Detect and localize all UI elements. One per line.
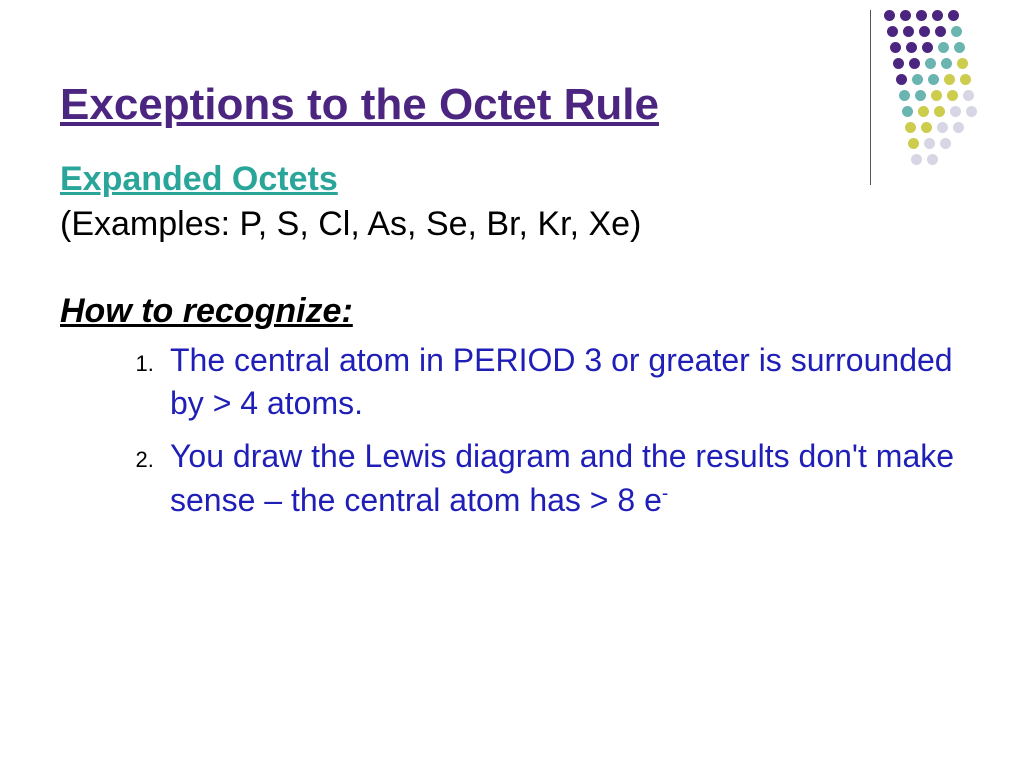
vertical-divider (870, 10, 871, 185)
dot-pattern-decoration (884, 10, 1004, 180)
list-item: The central atom in PERIOD 3 or greater … (160, 339, 964, 425)
recognition-list: The central atom in PERIOD 3 or greater … (60, 339, 964, 522)
how-to-recognize-heading: How to recognize: (60, 292, 964, 331)
examples-line: (Examples: P, S, Cl, As, Se, Br, Kr, Xe) (60, 205, 964, 244)
list-item: You draw the Lewis diagram and the resul… (160, 435, 964, 521)
slide-title: Exceptions to the Octet Rule (60, 80, 964, 130)
subtitle-expanded-octets: Expanded Octets (60, 160, 964, 199)
